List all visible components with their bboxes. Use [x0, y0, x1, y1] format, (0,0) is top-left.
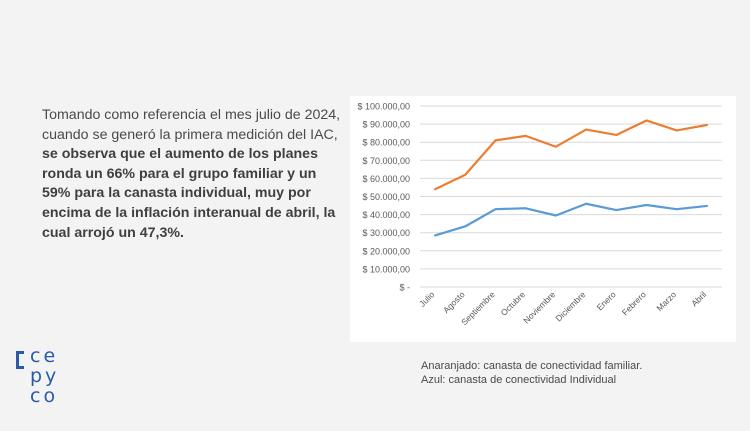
description-normal-text: Tomando como referencia el mes julio de … [42, 107, 341, 143]
series-line [433, 119, 708, 191]
x-tick-label: Enero [595, 289, 618, 312]
y-tick-label: $ 30.000,00 [362, 228, 410, 238]
y-tick-label: $ 70.000,00 [362, 156, 410, 166]
description-paragraph: Tomando como referencia el mes julio de … [42, 106, 342, 243]
x-tick-label: Marzo [654, 289, 678, 313]
description-bold-text: se observa que el aumento de los planes … [42, 146, 336, 241]
y-tick-label: $ 10.000,00 [362, 264, 410, 274]
y-tick-label: $ 80.000,00 [362, 138, 410, 148]
logo-bracket [16, 351, 24, 369]
logo-line-1: ce [30, 345, 59, 367]
y-tick-label: $ - [399, 283, 410, 293]
caption-orange: Anaranjado: canasta de conectividad fami… [421, 360, 643, 372]
x-tick-label: Agosto [441, 289, 467, 315]
chart-svg: $ - $ 10.000,00 $ 20.000,00 $ 30.000,00 $ 40… [357, 102, 722, 327]
y-tick-label: $ 20.000,00 [362, 246, 410, 256]
x-tick-label: Abril [689, 289, 708, 308]
x-tick-label: Julio [417, 289, 437, 309]
logo-line-3: co [30, 385, 59, 407]
series-line [433, 202, 708, 237]
y-tick-label: $ 40.000,00 [362, 210, 410, 220]
x-tick-label: Noviembre [521, 289, 557, 325]
logo-line-2: py [30, 365, 60, 387]
x-tick-label: Diciembre [553, 289, 587, 323]
y-tick-label: $ 50.000,00 [362, 192, 410, 202]
cepyco-logo: ce py co [16, 347, 76, 409]
line-chart: $ - $ 10.000,00 $ 20.000,00 $ 30.000,00 $ 40… [350, 96, 736, 342]
y-tick-label: $ 60.000,00 [362, 174, 410, 184]
x-tick-label: Octubre [499, 289, 528, 318]
caption-blue: Azul: canasta de conectividad Individual [421, 374, 617, 386]
x-tick-label: Febrero [620, 289, 648, 317]
y-tick-label: $ 100.000,00 [357, 102, 410, 112]
chart-caption: Anaranjado: canasta de conectividad fami… [421, 359, 642, 387]
y-tick-label: $ 90.000,00 [362, 120, 410, 130]
